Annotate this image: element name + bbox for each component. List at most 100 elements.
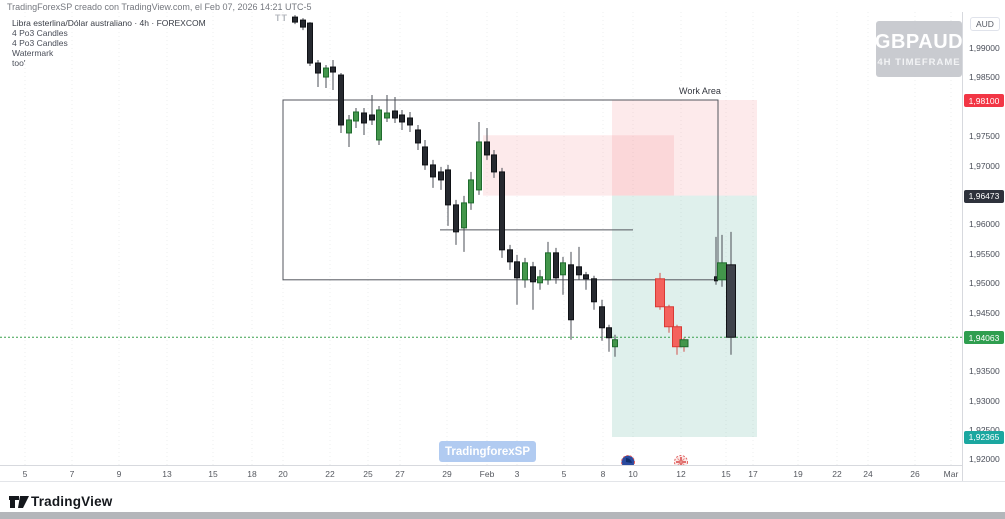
price-tick-label: 1,99000 [969,43,1000,54]
window-bottom-bar [0,512,1005,519]
time-tick-label: Mar [943,469,959,479]
candle [376,109,382,141]
tradingview-stamp-icon: TT [275,13,288,23]
supply-zone-right[interactable] [612,100,757,196]
candle [422,146,428,166]
gridlines [24,12,952,465]
time-tick-label: Feb [479,469,495,479]
price-candles [292,15,736,357]
candle [499,171,505,251]
price-tick-label: 1,97500 [969,131,1000,142]
brand-watermark-text: TradingforexSP [445,445,530,458]
axis-divider [0,481,1005,482]
price-badge: 1,98100 [964,94,1004,107]
candle [664,306,674,328]
time-tick-label: 26 [910,469,920,479]
legend-indicator[interactable]: too' [12,58,26,68]
legend-symbol[interactable]: Libra esterlina/Dólar australiano · 4h ·… [12,18,206,28]
candle [300,19,306,28]
candle [576,266,582,276]
price-tick-label: 1,92000 [969,454,1000,465]
candle [612,339,618,348]
time-tick-label: 12 [676,469,686,479]
candle [438,171,444,181]
time-tick-label: 7 [69,469,75,479]
candle [491,154,497,173]
time-tick-label: 5 [561,469,567,479]
candle [330,66,336,73]
candle [369,114,375,121]
price-tick-label: 1,92500 [969,425,1000,435]
po3-candles [655,272,689,355]
price-badge: 1,96473 [964,189,1004,203]
candle [717,262,727,281]
legend-indicator[interactable]: 4 Po3 Candles [12,38,68,48]
candle [315,62,321,74]
watermark-symbol: GBPAUD [874,30,964,53]
candle [476,141,482,191]
time-tick-label: 22 [325,469,335,479]
tradingview-logo-icon[interactable] [9,495,29,511]
candle [530,266,536,283]
price-tick-label: 1,97000 [969,160,1000,171]
candle [292,16,298,23]
time-tick-label: 27 [395,469,405,479]
candle [583,274,589,280]
time-tick-label: 15 [208,469,218,479]
time-tick-label: 20 [278,469,288,479]
price-badge: 1,92365 [964,430,1004,444]
candle [655,278,665,308]
candle [353,111,359,122]
candle [392,110,398,119]
price-tick-label: 1,98500 [969,72,1000,83]
price-tick-label: 1,93000 [969,395,1000,406]
candle [307,22,313,64]
work-area-label[interactable]: Work Area [679,86,721,96]
time-tick-label: 3 [514,469,520,479]
time-tick-label: 18 [247,469,257,479]
candle [453,204,459,233]
time-tick-label: 13 [162,469,172,479]
candle [591,278,597,303]
time-tick-label: 24 [863,469,873,479]
time-axis[interactable]: 5 7 9 13 15 18 20 22 25 27 29 Feb 3 5 8 10 12 15 17 19 22 24 2… [0,465,962,482]
price-tick-label: 1,94500 [969,307,1000,318]
price-axis[interactable]: AUD 1,99000 1,98500 1,97500 1,97000 1,96000 1… [962,12,1005,481]
candle [384,112,390,119]
legend-indicator[interactable]: Watermark [12,48,54,58]
candle [672,326,682,348]
time-tick-label: 5 [22,469,28,479]
candle [468,179,474,204]
candle [545,252,551,281]
candle [399,114,405,123]
time-tick-label: 15 [721,469,731,479]
price-tick-label: 1,95000 [969,278,1000,289]
time-tick-label: 19 [793,469,803,479]
candle [323,67,329,78]
candle [338,74,344,126]
time-tick-label: 17 [748,469,758,479]
candle [514,261,520,279]
price-tick-label: 1,93500 [969,366,1000,377]
supply-zone-left[interactable] [483,135,674,196]
candle [522,262,528,281]
tradingview-logo-text[interactable]: TradingView [31,494,113,509]
price-tick-label: 1,95500 [969,248,1000,259]
time-tick-label: 29 [442,469,452,479]
candle [507,249,513,263]
candle [461,202,467,229]
time-tick-label: 22 [832,469,842,479]
candle [537,276,543,284]
candle [599,306,605,329]
chart-legend[interactable]: Libra esterlina/Dólar australiano · 4h ·… [12,18,206,68]
attribution-text: TradingForexSP creado con TradingView.co… [7,2,312,12]
time-tick-label: 9 [116,469,122,479]
legend-indicator[interactable]: 4 Po3 Candles [12,28,68,38]
time-tick-label: 10 [628,469,638,479]
candle [407,117,413,126]
price-badge: 1,94063 [964,331,1004,345]
footer: TradingView [0,482,1005,512]
work-area-box[interactable] [282,99,719,281]
